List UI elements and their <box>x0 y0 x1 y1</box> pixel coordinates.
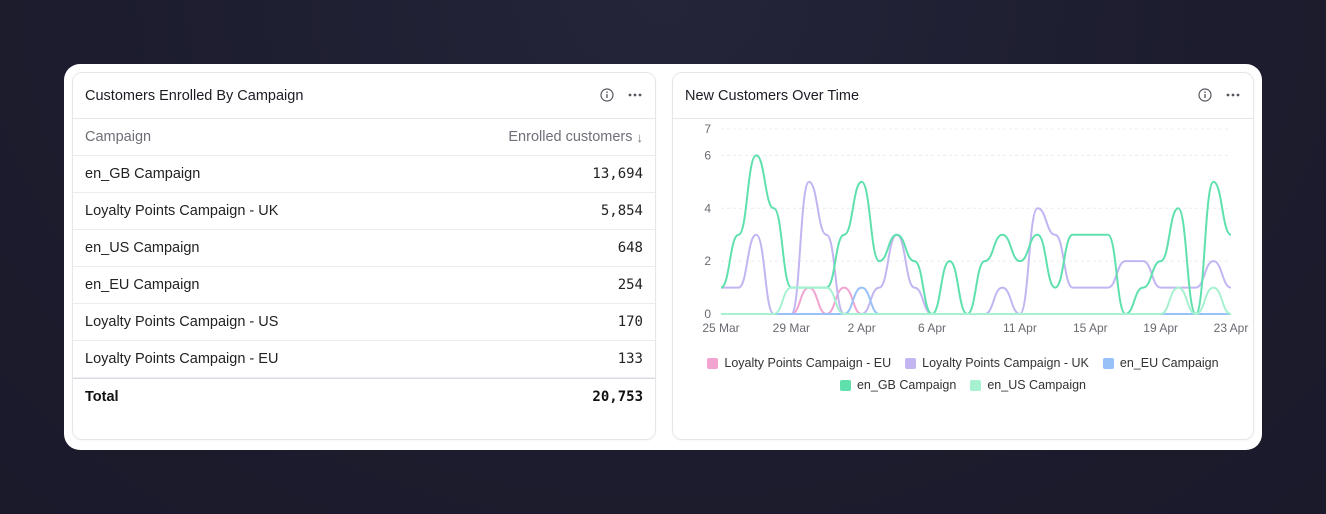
x-tick-label: 29 Mar <box>773 321 810 335</box>
more-options-icon[interactable] <box>627 87 643 103</box>
series-line <box>720 180 1232 316</box>
campaign-name: Loyalty Points Campaign - EU <box>85 351 279 367</box>
legend-item[interactable]: Loyalty Points Campaign - EU <box>707 356 891 370</box>
x-tick-label: 2 Apr <box>848 321 876 335</box>
total-label: Total <box>85 389 119 405</box>
line-chart: 0 2 4 6 7 25 Mar 29 Mar 2 Apr 6 Apr 11 Apr 15 Apr 1… <box>702 122 1249 335</box>
legend-item[interactable]: en_EU Campaign <box>1102 356 1219 370</box>
card-title: Customers Enrolled By Campaign <box>85 87 304 104</box>
table-row[interactable]: en_EU Campaign 254 <box>73 267 655 304</box>
table-total-row: Total 20,753 <box>73 378 655 415</box>
table-row[interactable]: en_GB Campaign 13,694 <box>73 156 655 193</box>
x-tick-label: 15 Apr <box>1073 321 1108 335</box>
legend-swatch <box>839 379 851 391</box>
legend-label: en_US Campaign <box>987 378 1087 392</box>
y-tick-label: 0 <box>704 307 711 321</box>
dashboard-frame: Customers Enrolled By Campaign Campaign … <box>64 64 1262 450</box>
legend-item[interactable]: en_GB Campaign <box>839 378 957 392</box>
x-tick-label: 6 Apr <box>918 321 946 335</box>
legend-item[interactable]: Loyalty Points Campaign - UK <box>905 356 1089 370</box>
card-header: Customers Enrolled By Campaign <box>73 73 655 119</box>
x-tick-label: 23 Apr <box>1214 321 1249 335</box>
campaign-name: en_US Campaign <box>85 240 200 256</box>
card-actions <box>1197 87 1241 103</box>
table-row[interactable]: en_US Campaign 648 <box>73 230 655 267</box>
y-tick-label: 2 <box>704 254 711 268</box>
legend-item[interactable]: en_US Campaign <box>970 378 1086 392</box>
legend-swatch <box>707 357 719 369</box>
enrolled-count: 254 <box>617 277 643 293</box>
enrolled-by-campaign-card: Customers Enrolled By Campaign Campaign … <box>72 72 656 440</box>
new-customers-card: New Customers Over Time 0 2 4 6 7 25 Mar 29 Ma… <box>672 72 1254 440</box>
x-tick-label: 25 Mar <box>702 321 739 335</box>
chart-legend: Loyalty Points Campaign - EU Loyalty Poi… <box>673 352 1253 396</box>
table-header: Campaign Enrolled customers ↓ <box>73 119 655 156</box>
legend-label: Loyalty Points Campaign - UK <box>922 356 1089 370</box>
y-tick-label: 6 <box>704 148 711 162</box>
column-header-enrolled[interactable]: Enrolled customers ↓ <box>508 129 643 145</box>
campaign-name: Loyalty Points Campaign - UK <box>85 203 279 219</box>
legend-swatch <box>970 379 982 391</box>
more-options-icon[interactable] <box>1225 87 1241 103</box>
x-tick-label: 19 Apr <box>1143 321 1178 335</box>
legend-label: Loyalty Points Campaign - EU <box>724 356 892 370</box>
legend-label: en_EU Campaign <box>1119 356 1219 370</box>
column-header-campaign[interactable]: Campaign <box>85 129 152 145</box>
table-row[interactable]: Loyalty Points Campaign - US 170 <box>73 304 655 341</box>
enrolled-count: 648 <box>617 240 643 256</box>
legend-swatch <box>1102 357 1114 369</box>
enrolled-count: 13,694 <box>592 166 643 182</box>
card-title: New Customers Over Time <box>685 87 860 104</box>
card-header: New Customers Over Time <box>673 73 1253 119</box>
enrolled-count: 133 <box>617 351 643 367</box>
legend-swatch <box>905 357 917 369</box>
campaign-name: Loyalty Points Campaign - US <box>85 314 279 330</box>
enrolled-count: 5,854 <box>600 203 643 219</box>
x-tick-label: 11 Apr <box>1003 321 1037 335</box>
enrolled-count: 170 <box>617 314 643 330</box>
total-value: 20,753 <box>592 389 643 405</box>
y-tick-label: 4 <box>704 201 711 215</box>
series-line <box>721 286 1232 316</box>
info-icon[interactable] <box>599 87 615 103</box>
table-row[interactable]: Loyalty Points Campaign - EU 133 <box>73 341 655 378</box>
y-tick-label: 7 <box>704 122 711 136</box>
card-actions <box>599 87 643 103</box>
campaign-name: en_EU Campaign <box>85 277 200 293</box>
info-icon[interactable] <box>1197 87 1213 103</box>
legend-label: en_GB Campaign <box>856 378 957 392</box>
sort-descending-icon: ↓ <box>636 129 644 145</box>
table-row[interactable]: Loyalty Points Campaign - UK 5,854 <box>73 193 655 230</box>
column-header-enrolled-label: Enrolled customers <box>508 129 633 145</box>
campaign-name: en_GB Campaign <box>85 166 201 182</box>
